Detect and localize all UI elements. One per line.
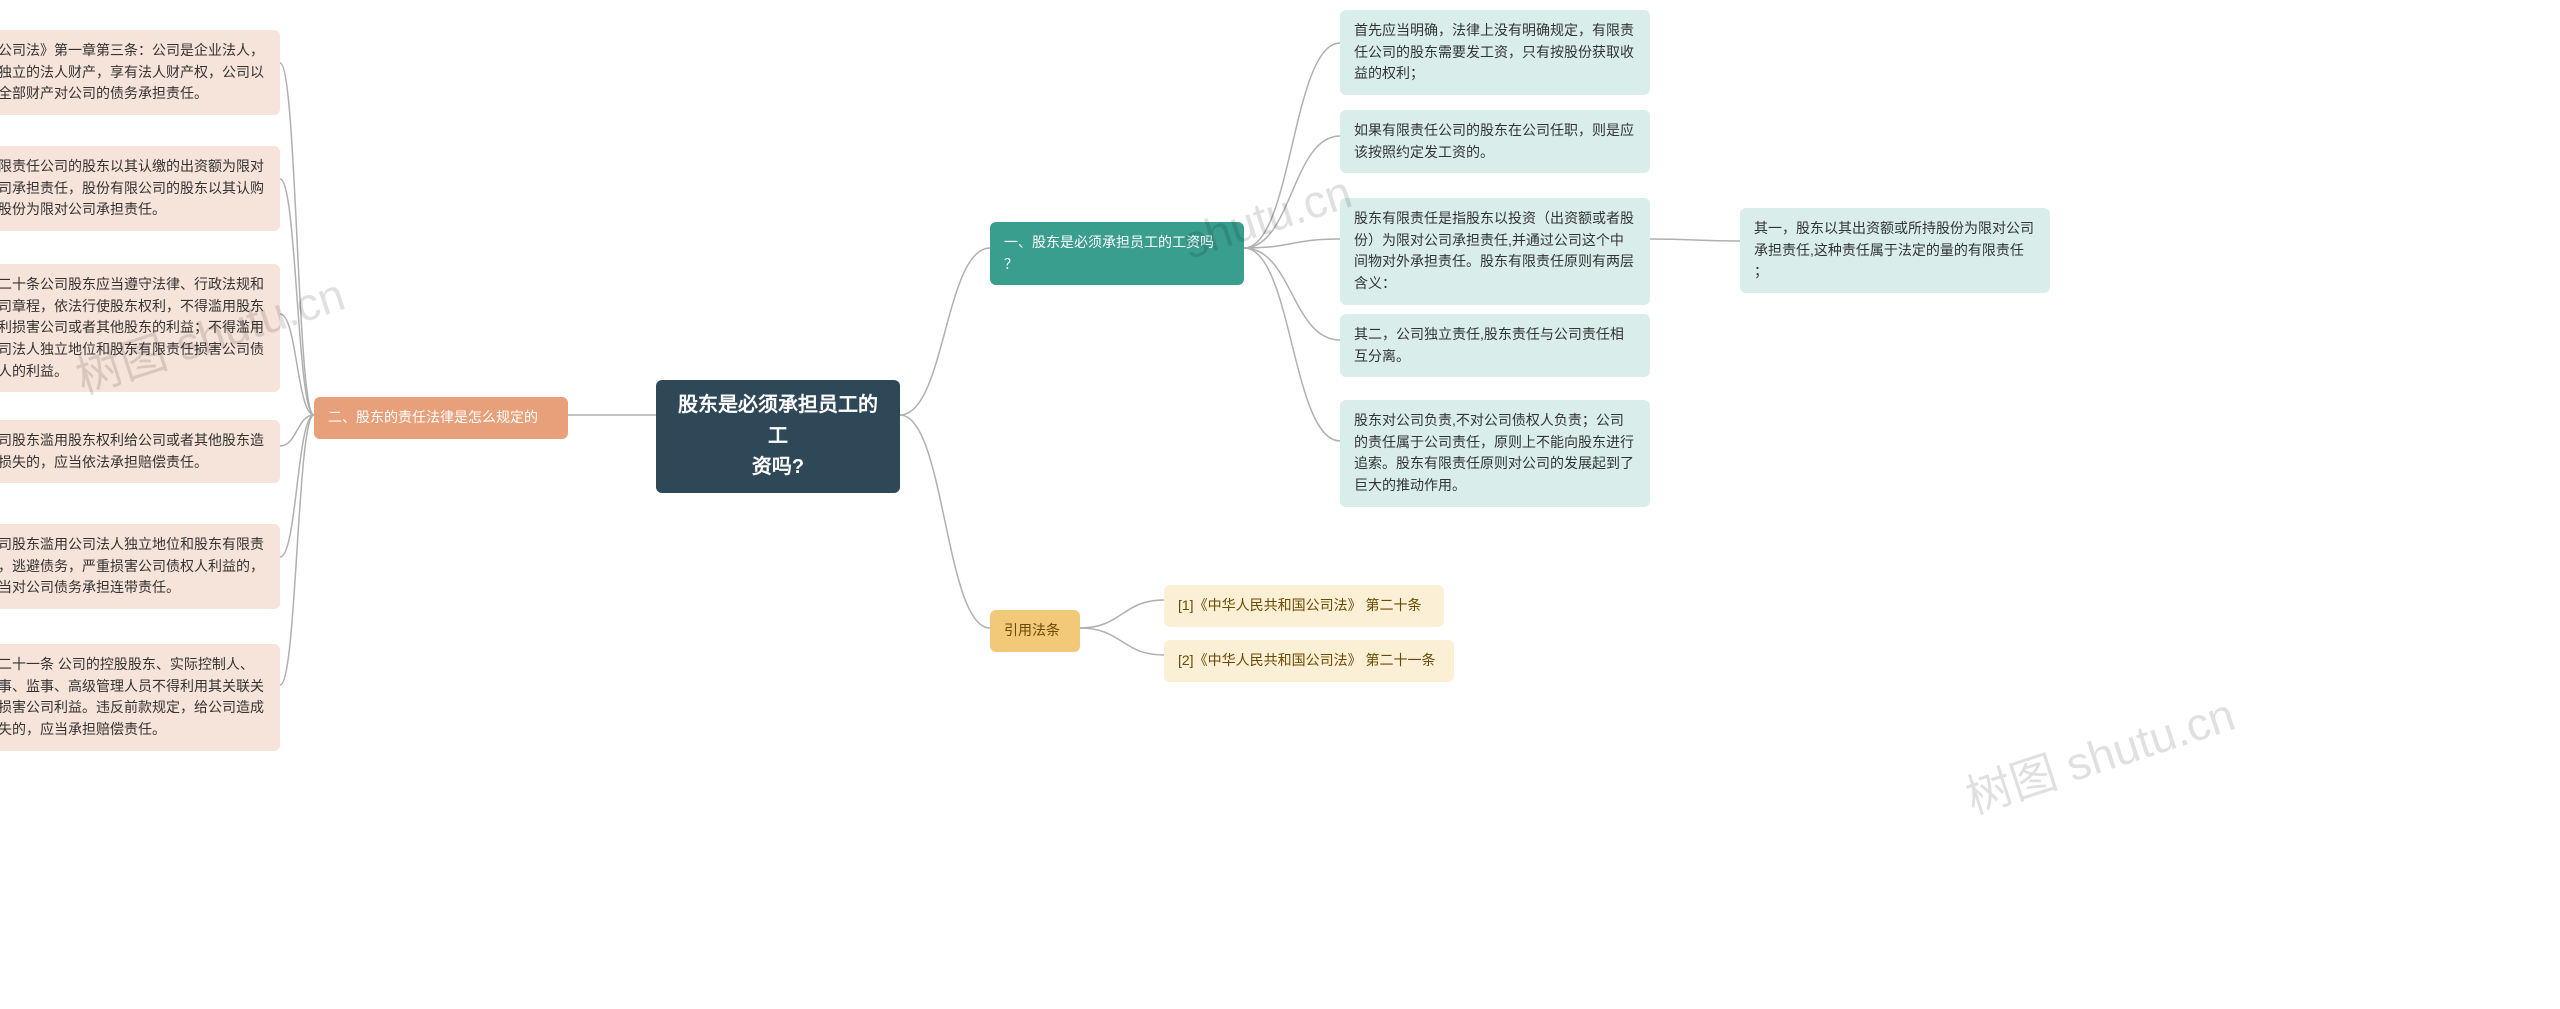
mindmap-node-b1_3_1[interactable]: 其一，股东以其出资额或所持股份为限对公司 承担责任,这种责任属于法定的量的有限责… <box>1740 208 2050 293</box>
mindmap-node-b1_5[interactable]: 股东对公司负责,不对公司债权人负责；公司 的责任属于公司责任，原则上不能向股东进… <box>1340 400 1650 507</box>
mindmap-node-b3_1[interactable]: 《公司法》第一章第三条：公司是企业法人， 有独立的法人财产，享有法人财产权，公司… <box>0 30 280 115</box>
mindmap-node-b1_2[interactable]: 如果有限责任公司的股东在公司任职，则是应 该按照约定发工资的。 <box>1340 110 1650 173</box>
mindmap-node-b1_4[interactable]: 其二，公司独立责任,股东责任与公司责任相 互分离。 <box>1340 314 1650 377</box>
mindmap-node-b1_3[interactable]: 股东有限责任是指股东以投资（出资额或者股 份）为限对公司承担责任,并通过公司这个… <box>1340 198 1650 305</box>
connector <box>1080 628 1164 655</box>
connector <box>1080 600 1164 628</box>
mindmap-node-b3_2[interactable]: 有限责任公司的股东以其认缴的出资额为限对 公司承担责任，股份有限公司的股东以其认… <box>0 146 280 231</box>
connector <box>280 415 314 685</box>
mindmap-node-b3_3[interactable]: 第二十条公司股东应当遵守法律、行政法规和 公司章程，依法行使股东权利，不得滥用股… <box>0 264 280 392</box>
mindmap-node-b3_6[interactable]: 第二十一条 公司的控股股东、实际控制人、 董事、监事、高级管理人员不得利用其关联… <box>0 644 280 751</box>
mindmap-node-b3[interactable]: 二、股东的责任法律是怎么规定的 <box>314 397 568 439</box>
connector <box>900 248 990 415</box>
mindmap-node-b3_5[interactable]: 公司股东滥用公司法人独立地位和股东有限责 任，逃避债务，严重损害公司债权人利益的… <box>0 524 280 609</box>
connector <box>1244 248 1340 441</box>
mindmap-node-b1_1[interactable]: 首先应当明确，法律上没有明确规定，有限责 任公司的股东需要发工资，只有按股份获取… <box>1340 10 1650 95</box>
connector <box>280 63 314 415</box>
connector <box>280 415 314 557</box>
mindmap-node-b2_1[interactable]: [1]《中华人民共和国公司法》 第二十条 <box>1164 585 1444 627</box>
connector <box>1244 248 1340 340</box>
watermark: 树图 shutu.cn <box>1957 679 2242 828</box>
connector <box>280 179 314 415</box>
connector <box>1650 239 1740 241</box>
mindmap-node-b1[interactable]: 一、股东是必须承担员工的工资吗 ？ <box>990 222 1244 285</box>
connector-layer <box>0 0 2560 1009</box>
connector <box>280 415 314 446</box>
connector <box>900 415 990 628</box>
connector <box>280 314 314 415</box>
connector <box>1244 239 1340 248</box>
mindmap-node-root[interactable]: 股东是必须承担员工的工 资吗? <box>656 380 900 493</box>
mindmap-node-b2_2[interactable]: [2]《中华人民共和国公司法》 第二十一条 <box>1164 640 1454 682</box>
mindmap-node-b3_4[interactable]: 公司股东滥用股东权利给公司或者其他股东造 成损失的，应当依法承担赔偿责任。 <box>0 420 280 483</box>
mindmap-node-b2[interactable]: 引用法条 <box>990 610 1080 652</box>
connector <box>1244 43 1340 248</box>
connector <box>1244 136 1340 248</box>
